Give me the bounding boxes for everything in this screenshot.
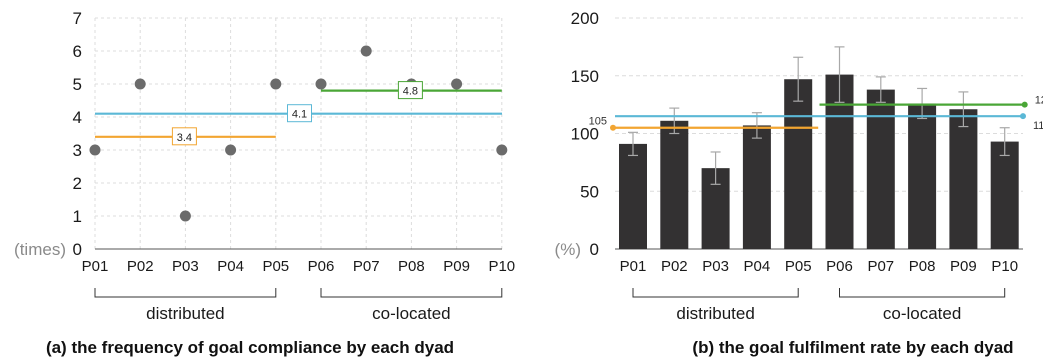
mean-label: 105	[589, 116, 607, 128]
x-tick-label: P07	[867, 258, 894, 275]
group-bracket	[839, 288, 1006, 298]
x-tick-label: P02	[127, 258, 154, 275]
group-bracket	[632, 288, 799, 298]
mean-label-box	[171, 127, 197, 146]
bar-P08	[908, 103, 937, 249]
mean-line-dot	[1021, 101, 1028, 108]
group-bracket	[320, 288, 503, 298]
group-bracket	[94, 288, 277, 298]
point-P10	[496, 144, 508, 156]
x-tick-label: P05	[785, 258, 812, 275]
point-P05	[270, 78, 282, 90]
y-tick-label: 0	[73, 240, 82, 259]
bar-P09	[949, 109, 978, 250]
mean-label: 4.1	[292, 109, 307, 121]
mean-label-box	[397, 81, 423, 100]
group-label: co-located	[372, 304, 450, 323]
point-P04	[225, 144, 237, 156]
x-tick-label: P10	[991, 258, 1018, 275]
y-tick-label: 3	[73, 141, 82, 160]
point-P09	[451, 78, 463, 90]
x-tick-label: P07	[353, 258, 380, 275]
mean-line-dot	[1020, 113, 1026, 120]
y-tick-label: 50	[580, 182, 599, 201]
bar-P05	[784, 79, 813, 249]
y-tick-label: 150	[571, 67, 599, 86]
bar-P07	[866, 89, 895, 249]
mean-label-box	[287, 104, 312, 123]
x-tick-label: P10	[488, 258, 515, 275]
bar-P10	[990, 141, 1019, 249]
x-tick-label: P04	[217, 258, 244, 275]
x-tick-label: P06	[308, 258, 335, 275]
chart-a-goal-compliance: 0 1 2 3 4 5 6 7 (times) 4.1 3.4 4.8 P01 P02 P03 P04 P05 P…	[14, 9, 515, 357]
point-P03	[179, 210, 191, 222]
x-tick-label: P05	[262, 258, 289, 275]
bar-P01	[619, 143, 647, 249]
x-tick-label: P08	[909, 258, 936, 275]
y-tick-label: 200	[571, 9, 599, 28]
bar-P04	[742, 125, 771, 249]
x-tick-label: P09	[443, 258, 470, 275]
mean-label: 3.4	[177, 132, 192, 144]
x-tick-label: P06	[826, 258, 853, 275]
y-tick-label: 2	[73, 174, 82, 193]
chart-caption: (b) the goal fulfilment rate by each dya…	[692, 338, 1013, 357]
y-tick-label: 1	[73, 207, 82, 226]
mean-label: 4.8	[403, 86, 418, 98]
x-tick-label: P02	[661, 258, 688, 275]
point-P02	[134, 78, 146, 90]
y-tick-label: 100	[571, 125, 599, 144]
x-tick-label: P08	[398, 258, 425, 275]
x-tick-label: P04	[744, 258, 771, 275]
x-tick-label: P03	[702, 258, 729, 275]
point-P01	[89, 144, 101, 156]
chart-caption: (a) the frequency of goal compliance by …	[46, 338, 454, 357]
y-unit-label: (times)	[14, 240, 66, 259]
y-tick-label: 6	[73, 42, 82, 61]
group-label: distributed	[146, 304, 224, 323]
y-tick-label: 7	[73, 9, 82, 28]
x-tick-label: P09	[950, 258, 977, 275]
point-P07	[360, 45, 372, 57]
bar-P02	[660, 120, 689, 249]
chart-b-goal-fulfilment: 0 50 100 150 200 (%) 115 105 125 P01 P02 P03 P04 P05 P…	[555, 9, 1043, 357]
mean-label: 125	[1035, 95, 1043, 107]
y-tick-label: 0	[590, 240, 599, 259]
x-tick-label: P01	[82, 258, 109, 275]
x-tick-label: P03	[172, 258, 199, 275]
y-unit-label: (%)	[555, 240, 581, 259]
y-tick-label: 4	[73, 108, 82, 127]
mean-line-dot	[610, 124, 616, 131]
mean-label: 115	[1033, 120, 1043, 132]
x-tick-label: P01	[620, 258, 647, 275]
y-tick-label: 5	[73, 75, 82, 94]
group-label: co-located	[883, 304, 961, 323]
group-label: distributed	[676, 304, 754, 323]
point-P06	[315, 78, 327, 90]
